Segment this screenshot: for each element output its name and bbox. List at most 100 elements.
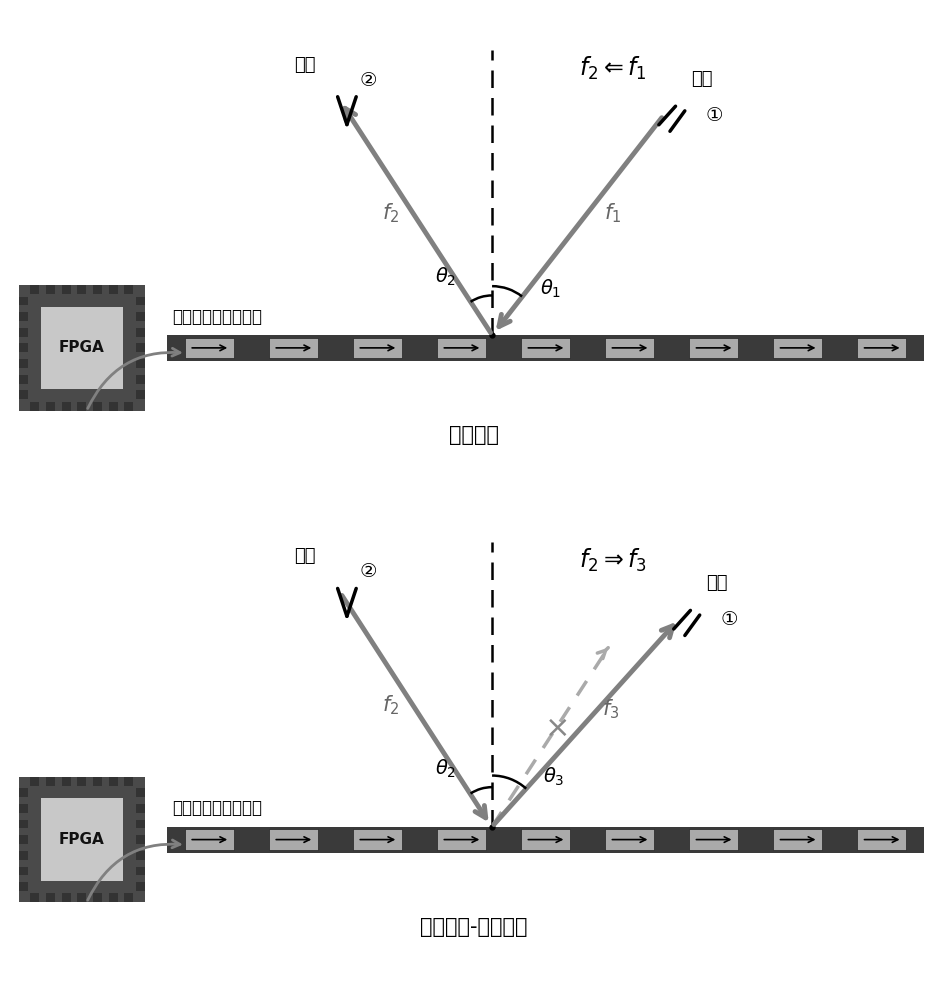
FancyBboxPatch shape bbox=[93, 893, 102, 902]
Text: ①: ① bbox=[721, 610, 738, 629]
Text: ②: ② bbox=[360, 71, 377, 90]
Text: FPGA: FPGA bbox=[59, 832, 105, 847]
FancyBboxPatch shape bbox=[135, 804, 145, 813]
FancyBboxPatch shape bbox=[168, 335, 923, 361]
FancyBboxPatch shape bbox=[773, 338, 822, 358]
FancyBboxPatch shape bbox=[19, 312, 28, 321]
Text: $f_2 \Rightarrow f_3$: $f_2 \Rightarrow f_3$ bbox=[579, 546, 647, 574]
FancyBboxPatch shape bbox=[62, 402, 71, 411]
FancyBboxPatch shape bbox=[78, 893, 86, 902]
Text: 端口: 端口 bbox=[294, 547, 315, 565]
FancyBboxPatch shape bbox=[30, 285, 39, 294]
Text: 时空编码数字超表面: 时空编码数字超表面 bbox=[172, 308, 262, 326]
FancyBboxPatch shape bbox=[46, 402, 55, 411]
FancyBboxPatch shape bbox=[109, 285, 117, 294]
FancyBboxPatch shape bbox=[30, 402, 39, 411]
Text: 前向反射: 前向反射 bbox=[449, 425, 498, 445]
FancyBboxPatch shape bbox=[30, 777, 39, 786]
FancyBboxPatch shape bbox=[19, 343, 28, 352]
FancyBboxPatch shape bbox=[135, 867, 145, 875]
FancyBboxPatch shape bbox=[185, 829, 234, 850]
FancyBboxPatch shape bbox=[62, 285, 71, 294]
FancyBboxPatch shape bbox=[19, 851, 28, 860]
FancyBboxPatch shape bbox=[773, 829, 822, 850]
Text: $\boldsymbol{\theta_2}$: $\boldsymbol{\theta_2}$ bbox=[435, 266, 456, 288]
FancyBboxPatch shape bbox=[124, 777, 134, 786]
FancyBboxPatch shape bbox=[19, 867, 28, 875]
FancyBboxPatch shape bbox=[135, 851, 145, 860]
FancyBboxPatch shape bbox=[269, 338, 318, 358]
FancyBboxPatch shape bbox=[124, 893, 134, 902]
Text: $f_2$: $f_2$ bbox=[383, 693, 400, 717]
FancyBboxPatch shape bbox=[78, 402, 86, 411]
FancyBboxPatch shape bbox=[135, 343, 145, 352]
FancyBboxPatch shape bbox=[135, 312, 145, 321]
FancyBboxPatch shape bbox=[352, 338, 402, 358]
FancyBboxPatch shape bbox=[135, 788, 145, 797]
FancyBboxPatch shape bbox=[857, 829, 906, 850]
Text: FPGA: FPGA bbox=[59, 340, 105, 355]
FancyBboxPatch shape bbox=[269, 829, 318, 850]
FancyBboxPatch shape bbox=[109, 777, 117, 786]
Text: $\boldsymbol{\theta_3}$: $\boldsymbol{\theta_3}$ bbox=[544, 765, 564, 788]
Text: $f_3$: $f_3$ bbox=[602, 697, 619, 721]
Text: $\boldsymbol{\theta_1}$: $\boldsymbol{\theta_1}$ bbox=[541, 277, 562, 300]
Text: $f_2 \Leftarrow f_1$: $f_2 \Leftarrow f_1$ bbox=[579, 55, 647, 82]
FancyBboxPatch shape bbox=[437, 338, 486, 358]
FancyBboxPatch shape bbox=[605, 338, 654, 358]
FancyBboxPatch shape bbox=[93, 402, 102, 411]
FancyBboxPatch shape bbox=[41, 798, 123, 881]
FancyBboxPatch shape bbox=[19, 804, 28, 813]
FancyBboxPatch shape bbox=[135, 375, 145, 384]
FancyBboxPatch shape bbox=[605, 829, 654, 850]
FancyBboxPatch shape bbox=[124, 285, 134, 294]
FancyBboxPatch shape bbox=[109, 402, 117, 411]
FancyBboxPatch shape bbox=[19, 820, 28, 828]
FancyBboxPatch shape bbox=[93, 777, 102, 786]
FancyBboxPatch shape bbox=[30, 893, 39, 902]
FancyBboxPatch shape bbox=[19, 285, 145, 411]
FancyBboxPatch shape bbox=[46, 777, 55, 786]
FancyBboxPatch shape bbox=[135, 297, 145, 305]
FancyBboxPatch shape bbox=[135, 359, 145, 368]
FancyBboxPatch shape bbox=[857, 338, 906, 358]
FancyBboxPatch shape bbox=[19, 297, 28, 305]
Text: $\boldsymbol{\theta_2}$: $\boldsymbol{\theta_2}$ bbox=[435, 758, 456, 780]
FancyBboxPatch shape bbox=[62, 777, 71, 786]
FancyBboxPatch shape bbox=[135, 390, 145, 399]
FancyBboxPatch shape bbox=[135, 328, 145, 337]
FancyBboxPatch shape bbox=[19, 328, 28, 337]
FancyBboxPatch shape bbox=[352, 829, 402, 850]
FancyBboxPatch shape bbox=[78, 285, 86, 294]
FancyBboxPatch shape bbox=[688, 338, 738, 358]
FancyBboxPatch shape bbox=[46, 893, 55, 902]
FancyBboxPatch shape bbox=[41, 307, 123, 389]
Text: ②: ② bbox=[360, 562, 377, 581]
FancyBboxPatch shape bbox=[19, 788, 28, 797]
FancyBboxPatch shape bbox=[19, 777, 145, 902]
FancyBboxPatch shape bbox=[19, 390, 28, 399]
FancyBboxPatch shape bbox=[78, 777, 86, 786]
FancyBboxPatch shape bbox=[109, 893, 117, 902]
FancyBboxPatch shape bbox=[185, 338, 234, 358]
FancyBboxPatch shape bbox=[135, 835, 145, 844]
FancyBboxPatch shape bbox=[688, 829, 738, 850]
Text: 时间反演-后向反射: 时间反演-后向反射 bbox=[420, 917, 527, 937]
FancyBboxPatch shape bbox=[19, 359, 28, 368]
FancyBboxPatch shape bbox=[437, 829, 486, 850]
Text: 端口: 端口 bbox=[706, 574, 727, 592]
Text: 端口: 端口 bbox=[294, 56, 315, 74]
Text: $f_2$: $f_2$ bbox=[383, 202, 400, 225]
FancyBboxPatch shape bbox=[19, 835, 28, 844]
Text: 端口: 端口 bbox=[691, 70, 713, 88]
FancyBboxPatch shape bbox=[124, 402, 134, 411]
Text: $\times$: $\times$ bbox=[545, 714, 567, 743]
Text: ①: ① bbox=[706, 106, 724, 125]
FancyBboxPatch shape bbox=[135, 820, 145, 828]
FancyBboxPatch shape bbox=[93, 285, 102, 294]
FancyBboxPatch shape bbox=[19, 375, 28, 384]
FancyBboxPatch shape bbox=[168, 827, 923, 853]
FancyBboxPatch shape bbox=[62, 893, 71, 902]
FancyBboxPatch shape bbox=[521, 829, 570, 850]
FancyBboxPatch shape bbox=[135, 882, 145, 891]
